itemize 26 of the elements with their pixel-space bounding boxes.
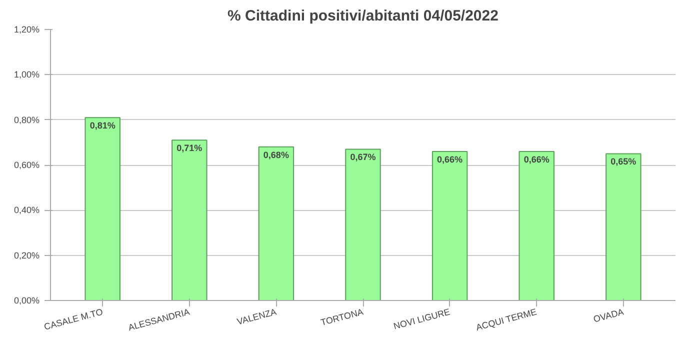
bar [258, 146, 294, 300]
bar [606, 153, 642, 300]
bar [345, 148, 381, 300]
data-label: 0,65% [610, 156, 636, 167]
y-tick-label: 0,60% [14, 160, 40, 170]
chart-title: % Cittadini positivi/abitanti 04/05/2022 [228, 8, 498, 24]
x-tick-label: NOVI LIGURE [392, 306, 452, 332]
x-tick-label: ACQUI TERME [474, 306, 538, 333]
data-label: 0,68% [263, 150, 289, 160]
data-label: 0,66% [437, 154, 463, 164]
bar [172, 140, 208, 300]
x-tick-label: OVADA [592, 306, 625, 324]
y-tick-label: 0,80% [14, 114, 40, 125]
bar [432, 150, 468, 300]
data-label: 0,67% [350, 152, 376, 162]
x-tick-label: CASALE M.TO [42, 306, 104, 332]
data-label: 0,66% [524, 154, 550, 164]
data-label: 0,81% [90, 120, 116, 131]
bar [84, 117, 120, 300]
y-tick-label: 1,00% [14, 70, 40, 80]
y-tick-label: 0,20% [14, 250, 40, 260]
bar [518, 150, 554, 300]
y-tick-label: 0,00% [14, 296, 40, 306]
data-label: 0,71% [176, 143, 202, 154]
y-tick-label: 1,20% [14, 24, 40, 34]
y-tick-label: 0,40% [14, 205, 40, 216]
